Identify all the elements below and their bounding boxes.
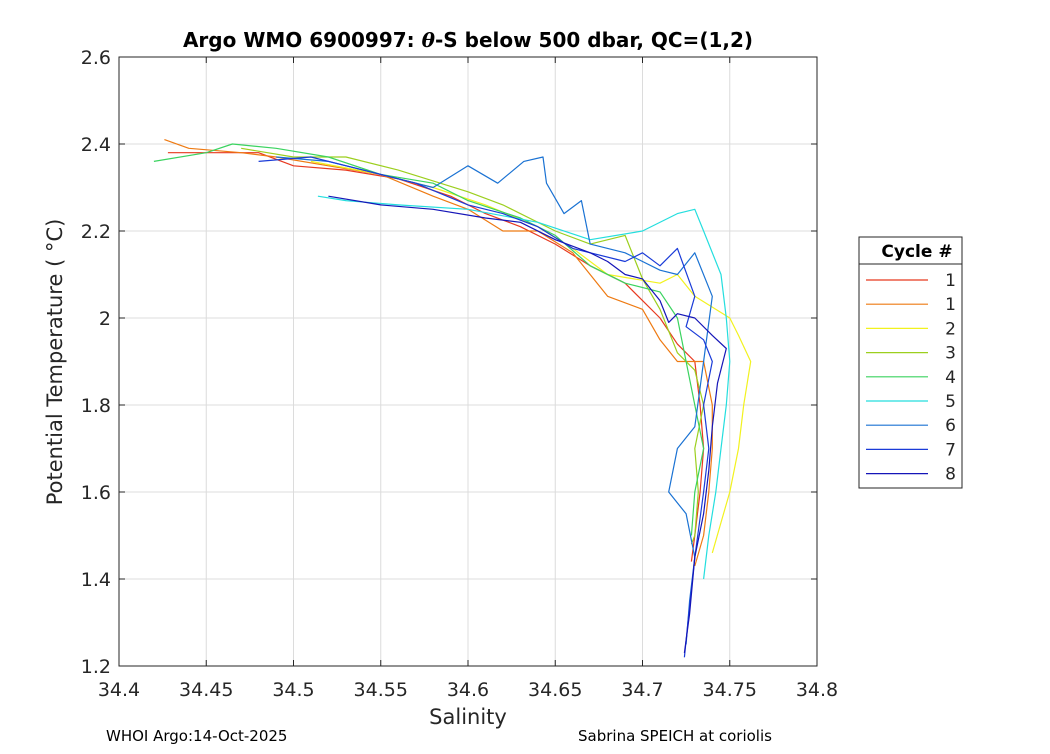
x-tick-label: 34.65 bbox=[528, 679, 582, 701]
x-tick-label: 34.75 bbox=[703, 679, 757, 701]
y-tick-label: 2 bbox=[99, 308, 111, 330]
title-prefix: Argo WMO 6900997: bbox=[183, 28, 422, 52]
x-tick-label: 34.4 bbox=[98, 679, 140, 701]
legend-label: 1 bbox=[945, 271, 956, 291]
legend: Cycle # 1 1 2 3 4 5 6 7 8 bbox=[858, 236, 963, 489]
y-tick-label: 2.4 bbox=[81, 134, 111, 156]
footer-right: Sabrina SPEICH at coriolis bbox=[578, 727, 772, 745]
legend-label: 1 bbox=[945, 295, 956, 315]
legend-box bbox=[858, 236, 963, 489]
x-tick-label: 34.8 bbox=[796, 679, 838, 701]
title-theta-symbol: θ bbox=[422, 28, 436, 52]
series-line-cycle-4-4 bbox=[153, 143, 705, 536]
y-tick-label: 1.2 bbox=[81, 656, 111, 678]
x-tick-label: 34.7 bbox=[621, 679, 663, 701]
y-tick-label: 1.4 bbox=[81, 569, 111, 591]
x-tick-label: 34.45 bbox=[179, 679, 233, 701]
series-lines bbox=[153, 139, 752, 658]
y-tick-label: 1.8 bbox=[81, 395, 111, 417]
series-line-cycle-8-8 bbox=[328, 195, 727, 654]
legend-label: 4 bbox=[945, 368, 956, 388]
series-line-cycle-6-6 bbox=[276, 156, 713, 645]
y-tick-label: 2.6 bbox=[81, 47, 111, 69]
legend-title: Cycle # bbox=[881, 242, 952, 262]
x-tick-label: 34.5 bbox=[272, 679, 314, 701]
series-line-cycle-1-0 bbox=[167, 152, 705, 562]
legend-label: 5 bbox=[945, 392, 956, 412]
y-axis-label: Potential Temperature ( °C) bbox=[43, 219, 67, 506]
axis-ticks: 34.4 34.45 34.5 34.55 34.6 34.65 34.7 34.75 34.8… bbox=[81, 47, 838, 701]
x-axis-label: Salinity bbox=[429, 705, 507, 729]
title-suffix: -S below 500 dbar, QC=(1,2) bbox=[435, 28, 753, 52]
series-line-cycle-1-1 bbox=[164, 139, 713, 567]
legend-label: 8 bbox=[945, 465, 956, 485]
y-tick-label: 2.2 bbox=[81, 221, 111, 243]
series-line-cycle-2-2 bbox=[310, 160, 752, 554]
legend-label: 7 bbox=[945, 440, 956, 460]
series-line-cycle-5-5 bbox=[317, 195, 731, 580]
series-line-cycle-7-7 bbox=[258, 156, 713, 658]
legend-label: 2 bbox=[945, 319, 956, 339]
x-tick-label: 34.55 bbox=[354, 679, 408, 701]
x-tick-label: 34.6 bbox=[447, 679, 489, 701]
footer-left: WHOI Argo:14-Oct-2025 bbox=[106, 727, 287, 745]
y-tick-label: 1.6 bbox=[81, 482, 111, 504]
legend-label: 6 bbox=[945, 416, 956, 436]
chart-title: Argo WMO 6900997: θ-S below 500 dbar, QC… bbox=[183, 28, 753, 52]
legend-label: 3 bbox=[945, 344, 956, 364]
